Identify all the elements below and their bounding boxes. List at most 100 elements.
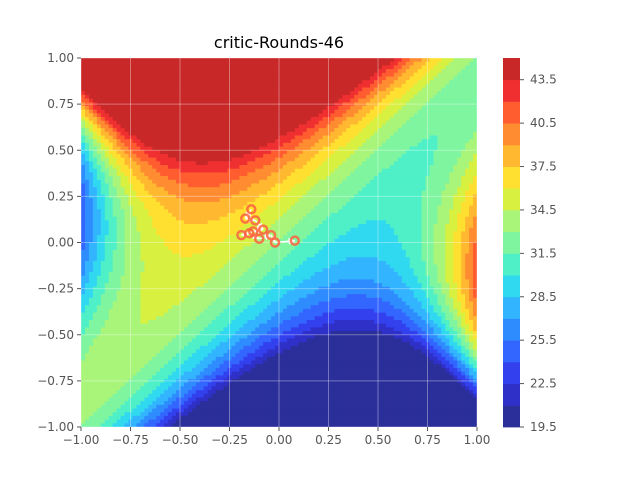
contour-cell: [370, 157, 375, 162]
contour-cell: [469, 224, 474, 229]
contour-cell: [96, 165, 102, 170]
contour-cell: [302, 120, 308, 126]
contour-cell: [385, 80, 391, 85]
contour-cell: [231, 194, 237, 199]
contour-cell: [425, 80, 431, 85]
contour-cell: [156, 190, 161, 196]
contour-cell: [235, 194, 240, 199]
contour-cell: [156, 87, 161, 92]
contour-cell: [417, 227, 423, 233]
contour-cell: [286, 65, 292, 70]
contour-cell: [425, 117, 431, 122]
contour-cell: [136, 65, 141, 70]
contour-cell: [389, 216, 395, 221]
contour-cell: [318, 201, 324, 207]
contour-cell: [88, 142, 94, 148]
contour-cell: [330, 120, 336, 126]
contour-cell: [100, 83, 106, 89]
contour-cell: [231, 80, 237, 85]
contour-cell: [211, 201, 217, 207]
contour-cell: [172, 238, 177, 244]
contour-cell: [108, 83, 114, 89]
contour-cell: [397, 58, 403, 63]
contour-cell: [96, 220, 102, 225]
contour-cell: [183, 194, 189, 199]
contour-cell: [271, 216, 276, 221]
contour-cell: [286, 224, 292, 229]
contour-cell: [203, 161, 209, 166]
contour-cell: [96, 83, 102, 89]
contour-cell: [437, 83, 442, 89]
contour-cell: [81, 102, 86, 107]
contour-cell: [215, 61, 221, 66]
contour-cell: [263, 69, 268, 74]
contour-cell: [128, 69, 134, 74]
contour-cell: [183, 157, 189, 162]
contour-cell: [338, 220, 343, 225]
contour-cell: [239, 146, 244, 151]
contour-cell: [140, 113, 145, 118]
contour-cell: [298, 190, 304, 196]
contour-cell: [235, 201, 240, 207]
contour-cell: [314, 172, 320, 177]
contour-cell: [294, 131, 300, 137]
contour-cell: [302, 142, 308, 148]
contour-cell: [215, 216, 221, 221]
contour-cell: [144, 72, 149, 78]
contour-cell: [203, 231, 209, 236]
contour-cell: [346, 201, 351, 207]
contour-cell: [381, 238, 387, 244]
contour-cell: [449, 235, 454, 240]
contour-cell: [255, 172, 260, 177]
contour-cell: [314, 183, 320, 188]
contour-cell: [286, 98, 292, 103]
contour-cell: [211, 124, 217, 129]
contour-cell: [318, 87, 324, 92]
contour-cell: [362, 209, 367, 214]
contour-cell: [231, 113, 237, 118]
contour-cell: [346, 216, 351, 221]
contour-cell: [397, 150, 403, 155]
contour-cell: [100, 65, 106, 70]
contour-cell: [461, 61, 466, 66]
contour-cell: [417, 128, 423, 133]
contour-cell: [160, 231, 165, 236]
contour-cell: [445, 212, 450, 218]
contour-cell: [255, 212, 260, 218]
contour-cell: [393, 117, 399, 122]
contour-cell: [290, 117, 296, 122]
contour-cell: [310, 117, 316, 122]
contour-cell: [267, 58, 272, 63]
contour-cell: [457, 61, 462, 66]
contour-cell: [259, 61, 264, 66]
contour-cell: [306, 176, 312, 181]
contour-cell: [239, 80, 244, 85]
contour-cell: [366, 224, 371, 229]
contour-cell: [81, 209, 86, 214]
contour-cell: [168, 179, 173, 185]
contour-cell: [164, 198, 169, 203]
contour-cell: [156, 139, 161, 144]
contour-cell: [231, 128, 237, 133]
contour-cell: [187, 142, 193, 148]
contour-cell: [96, 124, 102, 129]
contour-cell: [306, 120, 312, 126]
contour-cell: [259, 80, 264, 85]
contour-cell: [187, 198, 193, 203]
contour-cell: [286, 216, 292, 221]
contour-cell: [445, 209, 450, 214]
contour-cell: [235, 102, 240, 107]
contour-cell: [457, 205, 462, 210]
contour-cell: [243, 58, 248, 63]
contour-cell: [191, 231, 197, 236]
contour-cell: [183, 176, 189, 181]
contour-cell: [362, 128, 367, 133]
contour-cell: [191, 65, 197, 70]
contour-cell: [362, 102, 367, 107]
contour-cell: [132, 65, 138, 70]
contour-cell: [401, 58, 407, 63]
contour-cell: [397, 65, 403, 70]
contour-cell: [381, 183, 387, 188]
contour-cell: [148, 165, 153, 170]
contour-cell: [235, 131, 240, 137]
